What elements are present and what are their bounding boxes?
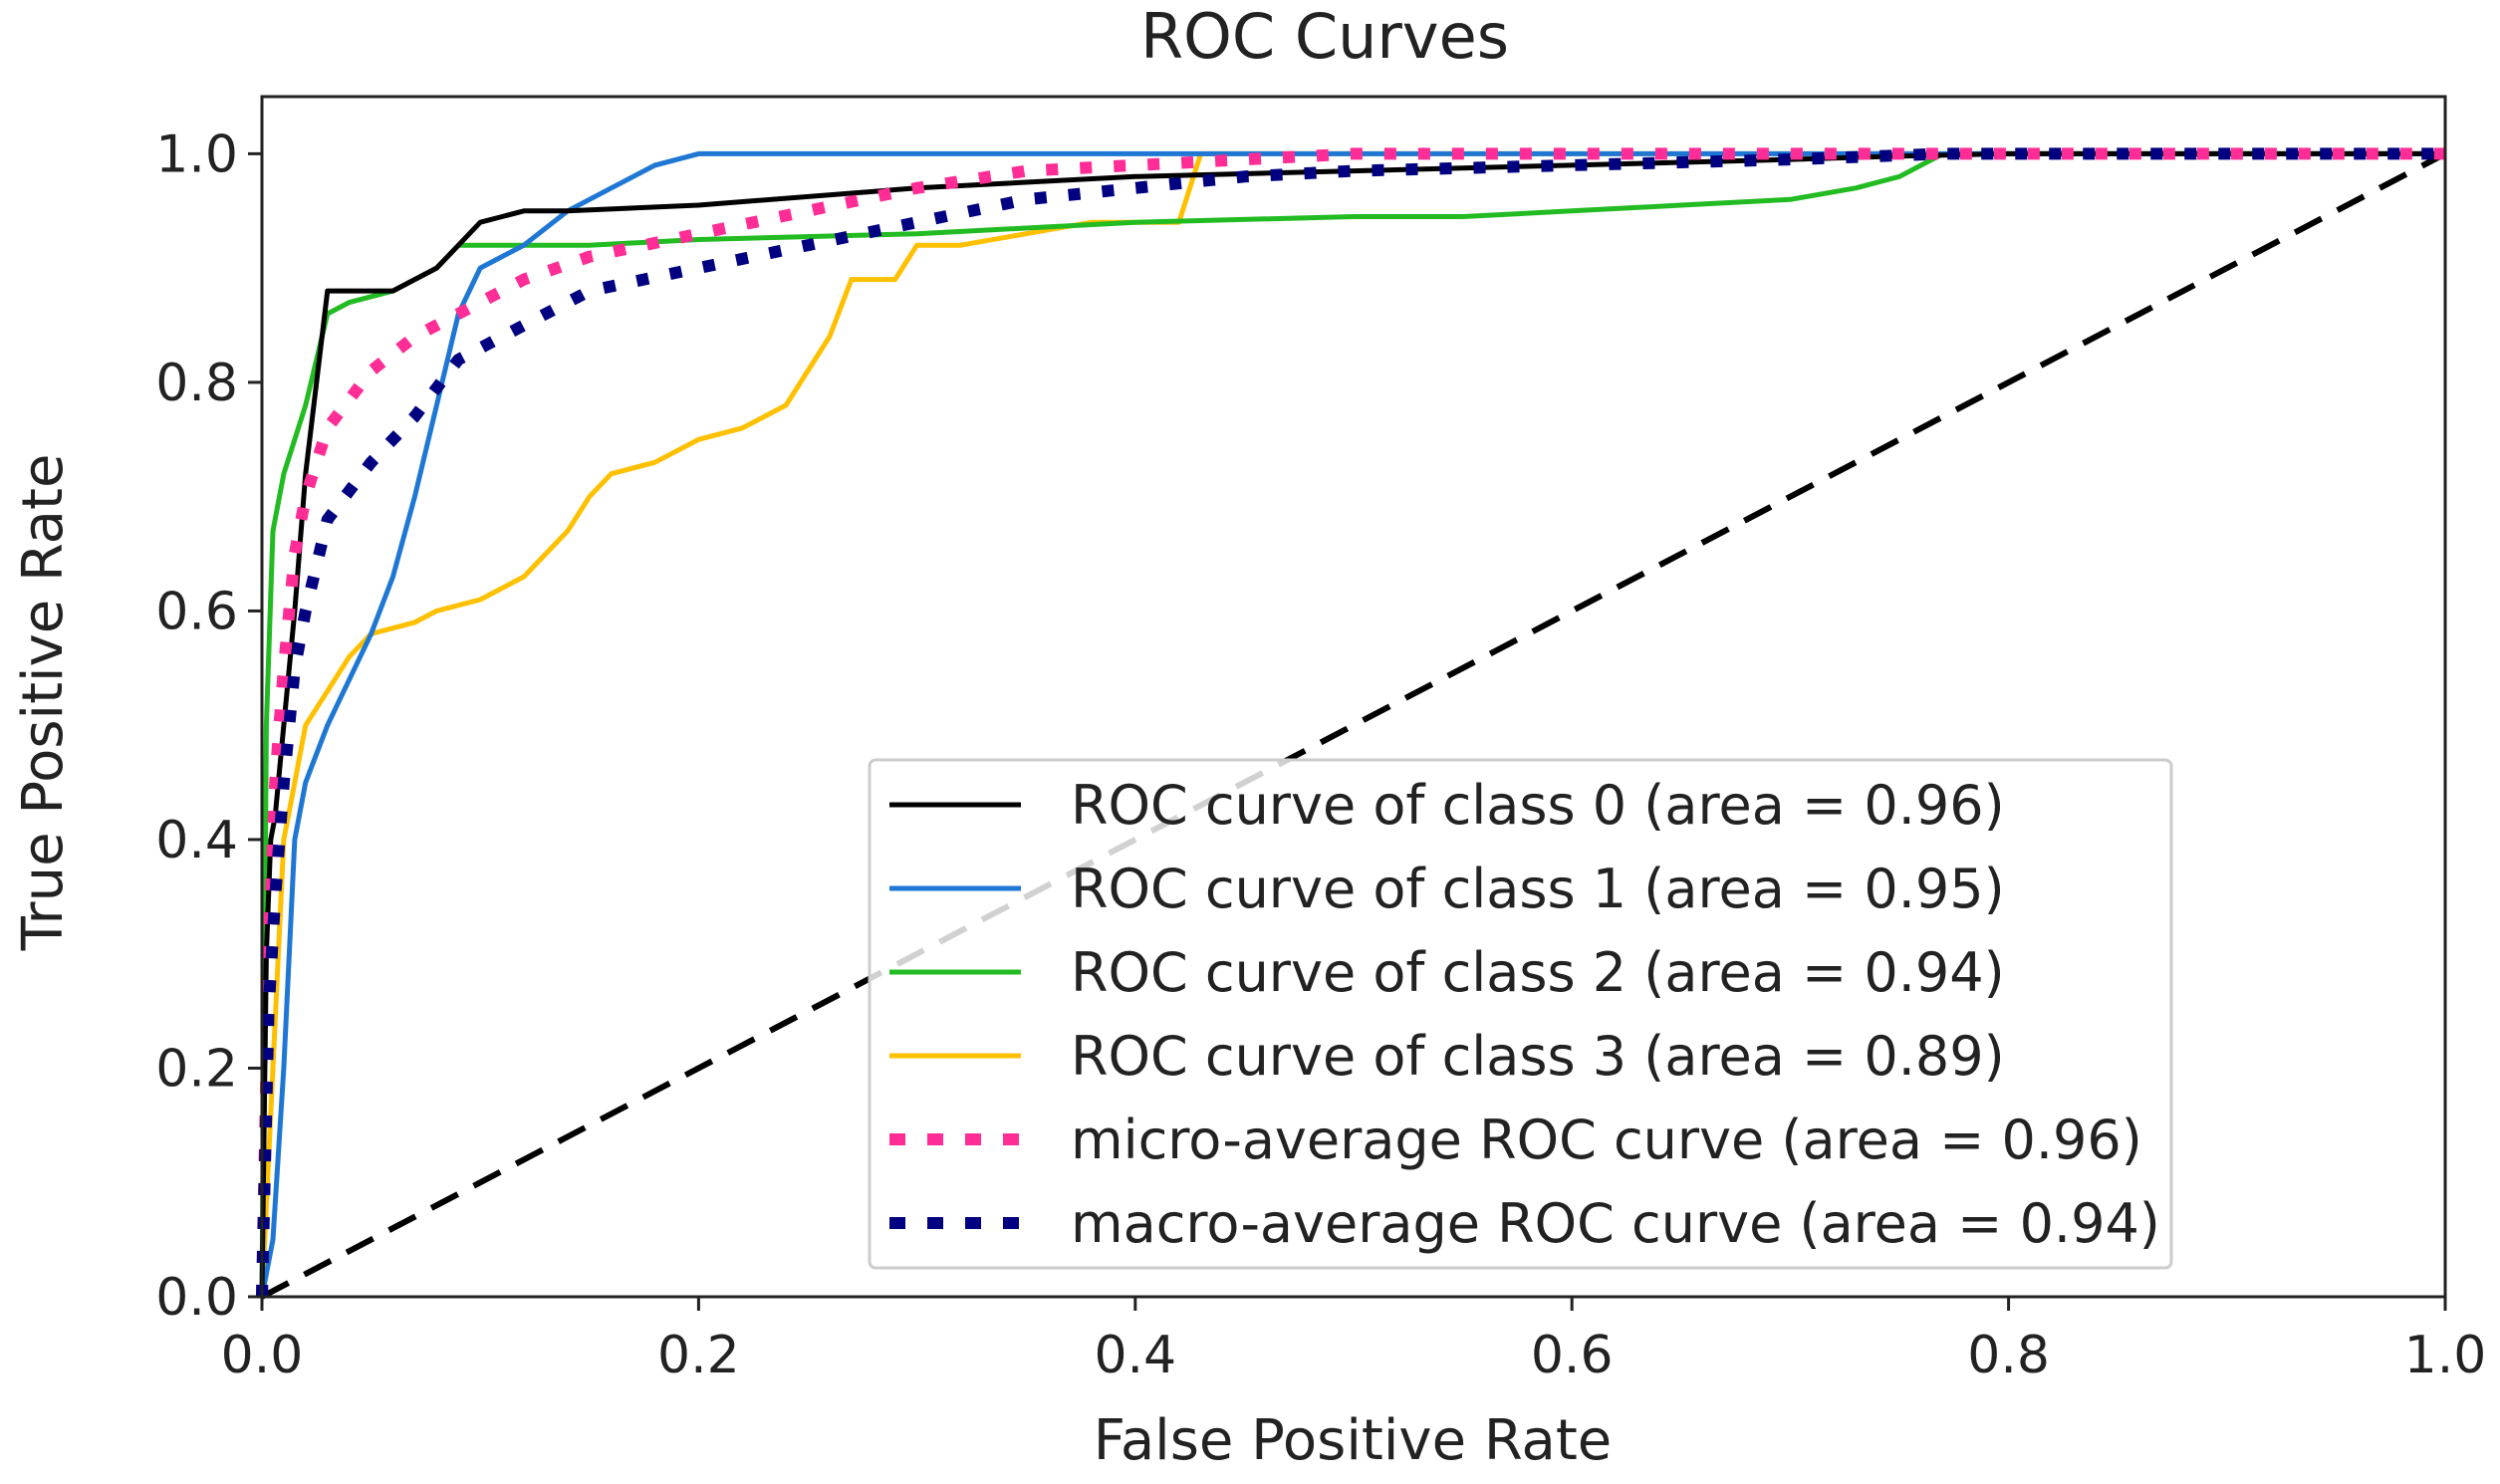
legend-label-5: macro-average ROC curve (area = 0.94) [1071, 1192, 2160, 1255]
legend-label-3: ROC curve of class 3 (area = 0.89) [1071, 1025, 2005, 1088]
legend-label-2: ROC curve of class 2 (area = 0.94) [1071, 941, 2005, 1004]
legend-label-0: ROC curve of class 0 (area = 0.96) [1071, 774, 2005, 837]
y-tick-label-3: 0.6 [155, 582, 238, 641]
x-axis-label: False Positive Rate [1094, 1408, 1612, 1473]
legend-label-4: micro-average ROC curve (area = 0.96) [1071, 1109, 2142, 1171]
series-layer [256, 147, 2447, 1300]
legend-box [868, 758, 2173, 1270]
plot-frame [260, 95, 2447, 1299]
y-tick-label-0: 0.0 [155, 1268, 238, 1328]
y-tick-label-1: 0.2 [155, 1039, 238, 1099]
axis-layer: 0.0 0.2 0.4 0.6 0.8 1.0 0.0 0.2 0.4 0.6 0.8 1.0 [155, 124, 2486, 1385]
y-axis-label: True Positive Rate [11, 454, 76, 952]
legend-entries: ROC curve of class 0 (area = 0.96) ROC cu… [889, 774, 2160, 1255]
y-tick-label-4: 0.8 [155, 354, 238, 413]
x-tick-label-2: 0.4 [1094, 1326, 1176, 1385]
x-tick-label-4: 0.8 [1967, 1326, 2050, 1385]
x-tick-label-1: 0.2 [657, 1326, 740, 1385]
series-line-1 [259, 150, 2445, 1298]
y-tick-label-2: 0.4 [155, 811, 238, 870]
x-tick-label-5: 1.0 [2404, 1326, 2487, 1385]
legend: ROC curve of class 0 (area = 0.96) ROC cu… [868, 758, 2173, 1270]
x-tick-label-3: 0.6 [1531, 1326, 1614, 1385]
series-line-4 [256, 147, 2445, 1298]
series-line-2 [259, 150, 2445, 1298]
legend-label-1: ROC curve of class 1 (area = 0.95) [1071, 858, 2005, 920]
chance-diagonal-line [260, 150, 2447, 1300]
x-tick-label-0: 0.0 [221, 1326, 304, 1385]
chart-title: ROC Curves [1140, 0, 1509, 73]
y-tick-label-5: 1.0 [155, 124, 238, 184]
